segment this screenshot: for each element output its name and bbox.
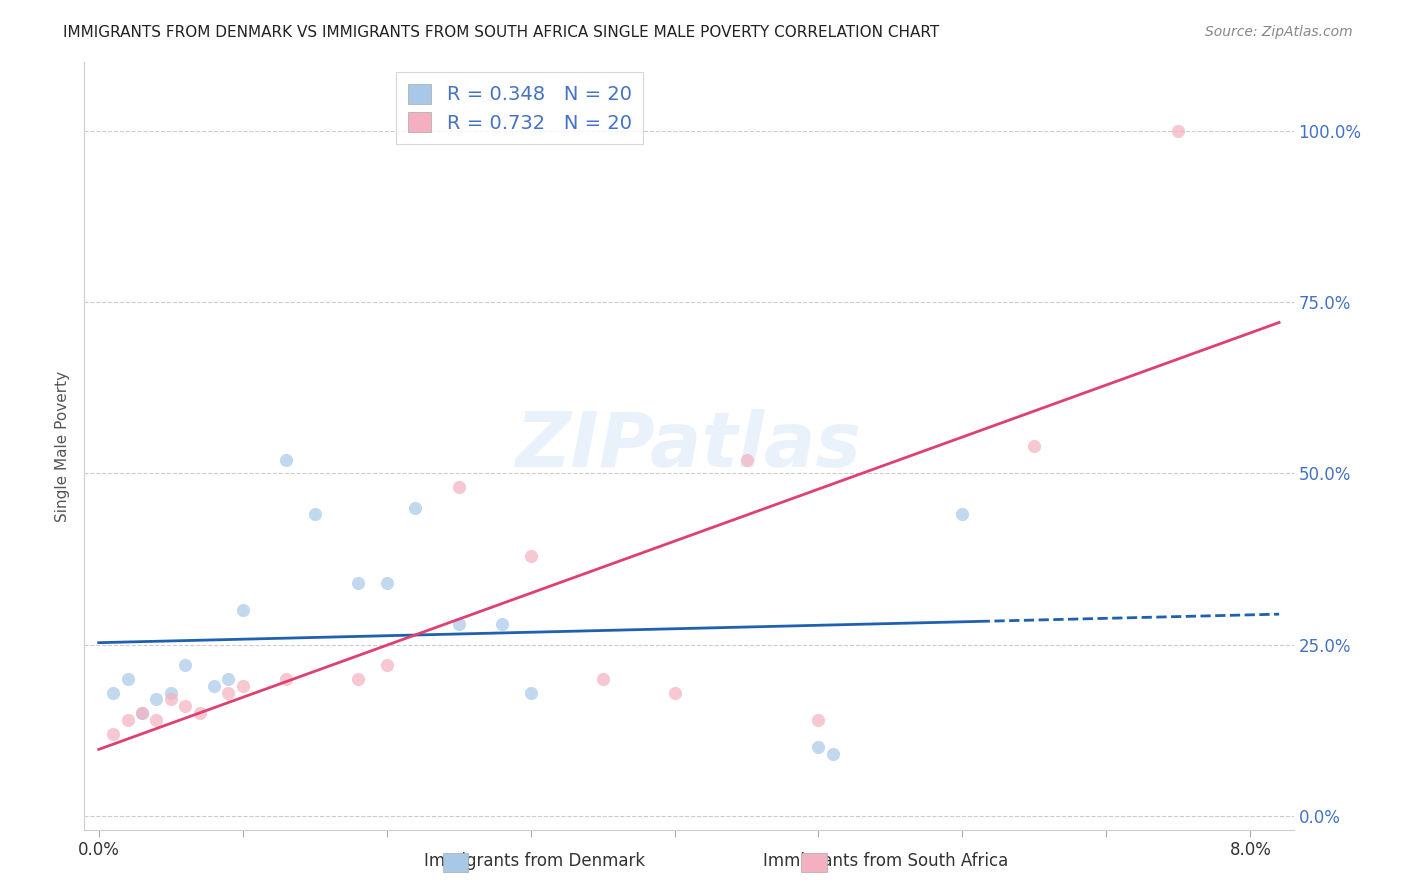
Point	[217, 672, 239, 686]
Point	[519, 549, 541, 563]
Point	[375, 576, 398, 591]
Text: Immigrants from South Africa: Immigrants from South Africa	[763, 852, 1008, 870]
Point	[519, 685, 541, 699]
Point	[101, 726, 124, 740]
Point	[131, 706, 153, 720]
Point	[1024, 439, 1046, 453]
Point	[304, 508, 326, 522]
Point	[664, 685, 686, 699]
Legend: R = 0.348   N = 20, R = 0.732   N = 20: R = 0.348 N = 20, R = 0.732 N = 20	[396, 72, 644, 145]
Point	[159, 692, 181, 706]
Point	[117, 713, 139, 727]
Point	[117, 672, 139, 686]
Point	[347, 672, 370, 686]
Point	[447, 480, 470, 494]
Point	[491, 617, 513, 632]
Point	[375, 658, 398, 673]
Point	[735, 452, 758, 467]
Text: Source: ZipAtlas.com: Source: ZipAtlas.com	[1205, 25, 1353, 39]
Point	[101, 685, 124, 699]
Point	[174, 658, 197, 673]
Point	[159, 685, 181, 699]
Y-axis label: Single Male Poverty: Single Male Poverty	[55, 370, 70, 522]
Point	[131, 706, 153, 720]
Text: ZIPatlas: ZIPatlas	[516, 409, 862, 483]
Point	[404, 500, 426, 515]
Text: Immigrants from Denmark: Immigrants from Denmark	[423, 852, 645, 870]
Point	[145, 713, 167, 727]
Point	[174, 699, 197, 714]
Point	[232, 679, 254, 693]
Point	[188, 706, 211, 720]
Point	[217, 685, 239, 699]
Point	[821, 747, 844, 762]
Point	[807, 713, 830, 727]
Point	[274, 672, 297, 686]
Point	[1167, 124, 1189, 138]
Point	[807, 740, 830, 755]
Point	[274, 452, 297, 467]
Point	[145, 692, 167, 706]
Point	[447, 617, 470, 632]
Point	[232, 603, 254, 617]
Point	[592, 672, 614, 686]
Point	[952, 508, 974, 522]
Text: IMMIGRANTS FROM DENMARK VS IMMIGRANTS FROM SOUTH AFRICA SINGLE MALE POVERTY CORR: IMMIGRANTS FROM DENMARK VS IMMIGRANTS FR…	[63, 25, 939, 40]
Point	[202, 679, 225, 693]
Point	[347, 576, 370, 591]
